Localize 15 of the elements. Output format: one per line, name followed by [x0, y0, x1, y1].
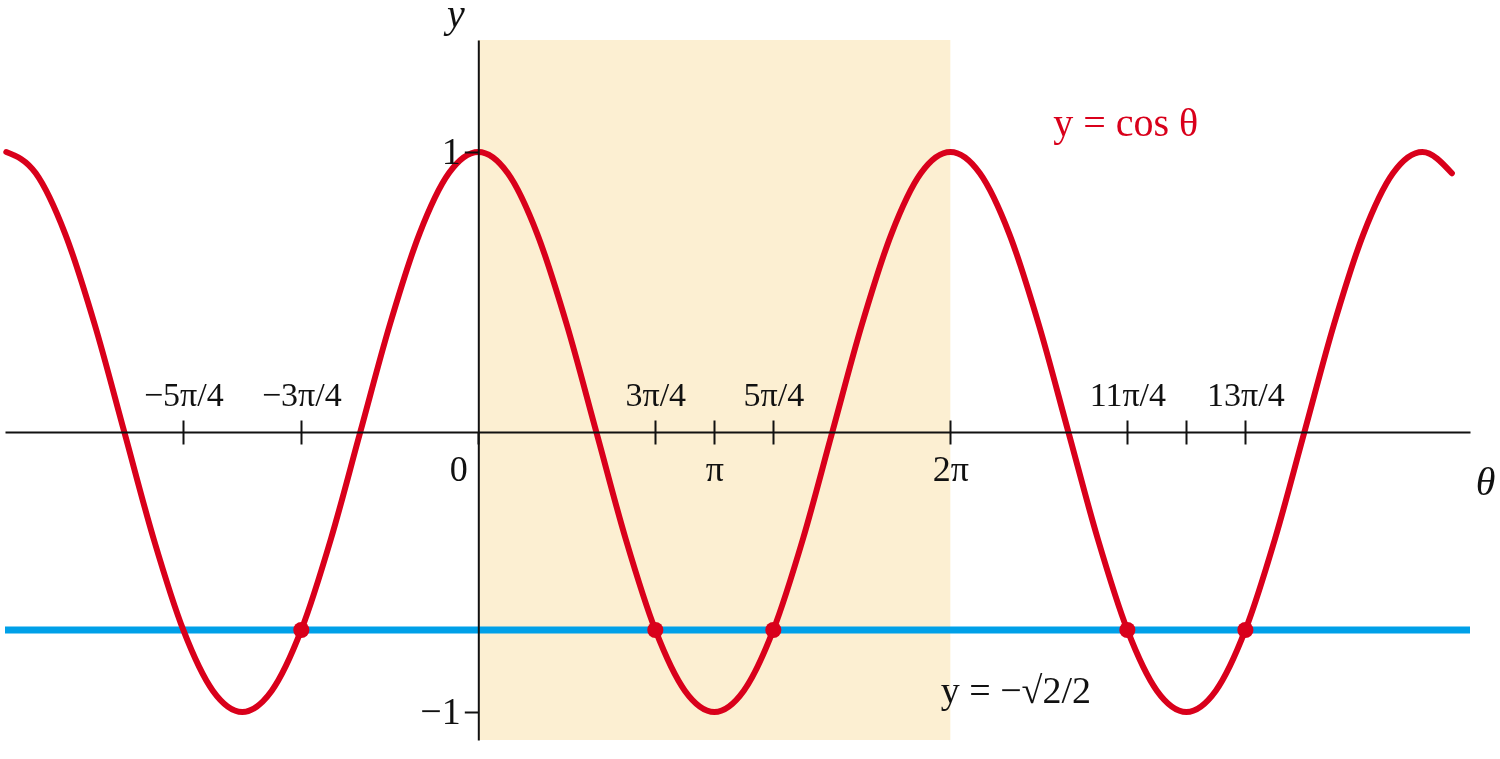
x2-tick-label: −3π/4 — [261, 375, 342, 413]
x2-tick-label: −5π/4 — [143, 375, 224, 413]
x2-tick-label: 3π/4 — [625, 375, 687, 413]
ref-line-label: y = −√2/2 — [940, 668, 1091, 711]
x-tick-label: 2π — [932, 448, 969, 489]
y-tick-label: 1 — [441, 129, 461, 172]
x2-tick-label: 11π/4 — [1089, 375, 1167, 413]
series-label: y = cos θ — [1053, 100, 1199, 145]
x-tick-label: π — [705, 448, 724, 489]
x2-tick-label: 5π/4 — [743, 375, 805, 413]
y-tick-label: −1 — [420, 689, 461, 732]
y-axis-title: y — [443, 0, 466, 36]
x-tick-label: 0 — [449, 448, 468, 489]
x-axis-title: θ — [1475, 458, 1496, 504]
x2-tick-label: 13π/4 — [1207, 375, 1285, 413]
